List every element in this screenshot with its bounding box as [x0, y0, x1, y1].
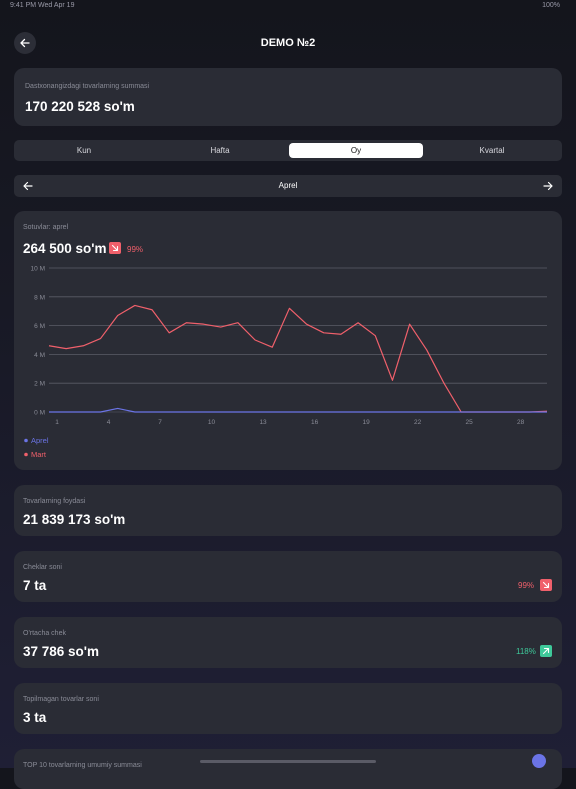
y-tick-label: 10 M [31, 266, 45, 273]
checks-value: 7 ta [23, 578, 47, 593]
arrow-left-icon[interactable] [21, 179, 35, 193]
status-bar: 9:41 PM Wed Apr 19 100% [10, 2, 566, 14]
trend-down-badge [540, 579, 552, 591]
arrow-left-icon [20, 38, 30, 48]
arrow-down-right-icon [542, 581, 550, 589]
checks-change-percent: 99% [518, 581, 535, 590]
top10-card[interactable]: TOP 10 tovarlarning umumiy summasi [14, 749, 562, 789]
tab-oy[interactable]: Oy [289, 143, 423, 158]
arrow-down-right-icon [111, 244, 119, 252]
x-tick-label: 25 [466, 419, 474, 426]
period-tabs: Kun Hafta Oy Kvartal [14, 140, 562, 161]
not-found-value: 3 ta [23, 710, 47, 725]
header: DEMO №2 [0, 30, 576, 56]
sales-value: 264 500 so'm [23, 241, 107, 256]
sales-label: Sotuvlar: aprel [23, 224, 69, 231]
status-time: 9:41 PM Wed Apr 19 [10, 2, 75, 9]
avg-check-card: O'rtacha chek 37 786 so'm 118% [14, 617, 562, 668]
top10-label: TOP 10 tovarlarning umumiy summasi [23, 762, 142, 769]
y-tick-label: 2 M [34, 381, 45, 388]
tab-hafta[interactable]: Hafta [210, 146, 230, 155]
x-tick-label: 28 [517, 419, 525, 426]
checks-label: Cheklar soni [23, 564, 62, 571]
avg-check-label: O'rtacha chek [23, 630, 66, 637]
y-tick-label: 0 M [34, 410, 45, 417]
x-tick-label: 7 [158, 419, 162, 426]
arrow-up-right-icon [542, 647, 550, 655]
trend-down-badge [109, 242, 121, 254]
legend-label-mart: Mart [31, 450, 47, 459]
legend-marker-mart [24, 452, 28, 457]
x-tick-label: 13 [259, 419, 267, 426]
avg-check-value: 37 786 so'm [23, 644, 100, 659]
page-title: DEMO №2 [260, 37, 316, 49]
profit-card: Tovarlarning foydasi 21 839 173 so'm [14, 485, 562, 536]
profit-value: 21 839 173 so'm [23, 512, 126, 527]
stock-sum-card: Dastxonangizdagi tovarlarning summasi 17… [14, 68, 562, 126]
stock-sum-label: Dastxonangizdagi tovarlarning summasi [25, 83, 150, 90]
arrow-right-icon[interactable] [541, 179, 555, 193]
y-tick-label: 6 M [34, 323, 45, 330]
sales-change-percent: 99% [127, 245, 144, 254]
top10-info-icon[interactable] [532, 754, 546, 768]
stock-sum-value: 170 220 528 so'm [25, 99, 135, 114]
trend-up-badge [540, 645, 552, 657]
x-tick-label: 1 [55, 419, 59, 426]
x-tick-label: 16 [311, 419, 319, 426]
checks-card: Cheklar soni 7 ta 99% [14, 551, 562, 602]
legend-marker-aprel [24, 438, 28, 443]
not-found-card: Topilmagan tovarlar soni 3 ta [14, 683, 562, 734]
month-selector: Aprel [14, 175, 562, 197]
x-tick-label: 4 [107, 419, 111, 426]
series-line-mart [48, 304, 548, 413]
tab-kvartal[interactable]: Kvartal [479, 146, 505, 155]
tab-kun[interactable]: Kun [76, 146, 92, 155]
month-label: Aprel [278, 181, 298, 190]
home-indicator [200, 760, 376, 763]
profit-label: Tovarlarning foydasi [23, 498, 86, 505]
sales-chart: 10 M 8 M 6 M 4 M 2 M 0 M 1 4 7 10 13 16 19 22 25 28 Apre… [24, 266, 548, 459]
x-tick-label: 22 [414, 419, 422, 426]
legend-label-aprel: Aprel [31, 436, 49, 445]
not-found-label: Topilmagan tovarlar soni [23, 696, 99, 703]
x-tick-label: 19 [362, 419, 370, 426]
status-battery: 100% [542, 2, 560, 9]
series-line-aprel [49, 407, 547, 413]
x-tick-label: 10 [208, 419, 216, 426]
y-tick-label: 8 M [34, 294, 45, 301]
y-tick-label: 4 M [34, 352, 45, 359]
avg-check-change-percent: 118% [516, 647, 536, 656]
back-button[interactable] [14, 32, 36, 54]
